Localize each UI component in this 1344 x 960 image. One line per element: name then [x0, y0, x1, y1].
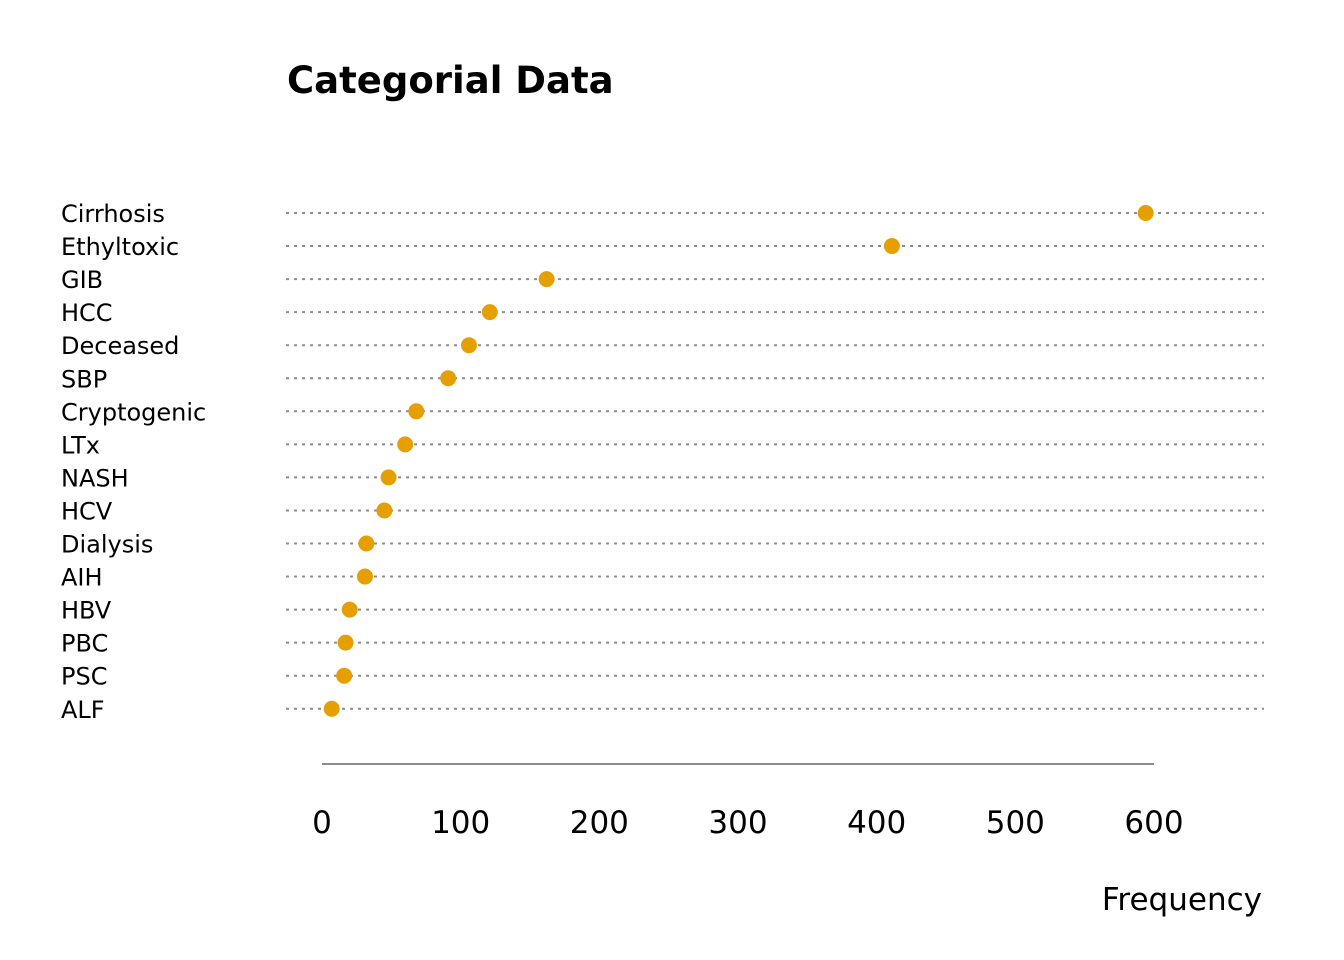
data-point	[481, 304, 498, 321]
data-point	[397, 436, 414, 453]
x-axis-title: Frequency	[1102, 882, 1262, 918]
category-label: PSC	[61, 663, 107, 691]
category-label: LTx	[61, 431, 100, 459]
data-point	[376, 502, 393, 519]
x-axis-ticks: 0 100 200 300 400 500 600	[312, 805, 1183, 841]
data-point	[336, 667, 353, 684]
category-label: ALF	[61, 696, 105, 724]
category-label: Cryptogenic	[61, 398, 206, 426]
data-point	[341, 601, 358, 618]
x-tick-label: 500	[986, 805, 1045, 841]
data-point	[883, 238, 900, 255]
data-point	[408, 403, 425, 420]
x-tick-label: 600	[1124, 805, 1183, 841]
category-label: Ethyltoxic	[61, 233, 179, 261]
chart-title: Categorial Data	[287, 59, 614, 102]
category-label: PBC	[61, 630, 108, 658]
x-tick-label: 0	[312, 805, 332, 841]
data-point	[323, 700, 340, 717]
category-label: SBP	[61, 365, 107, 393]
category-label: GIB	[61, 266, 103, 294]
data-point	[380, 469, 397, 486]
x-tick-label: 200	[570, 805, 629, 841]
category-label: HCV	[61, 497, 113, 525]
category-rows: Cirrhosis Ethyltoxic GIB HCC Deceased SBP Cryp…	[61, 200, 1264, 724]
x-tick-label: 300	[708, 805, 767, 841]
data-point	[337, 634, 354, 651]
category-label: AIH	[61, 564, 103, 592]
category-label: Dialysis	[61, 531, 153, 559]
category-label: NASH	[61, 464, 129, 492]
data-point	[356, 568, 373, 585]
category-label: HCC	[61, 299, 113, 327]
data-point	[440, 370, 457, 387]
data-point	[358, 535, 375, 552]
category-label: HBV	[61, 597, 112, 625]
data-point	[538, 271, 555, 288]
x-tick-label: 100	[431, 805, 490, 841]
category-label: Cirrhosis	[61, 200, 165, 228]
x-tick-label: 400	[847, 805, 906, 841]
data-point	[460, 337, 477, 354]
category-label: Deceased	[61, 332, 179, 360]
data-point	[1137, 205, 1154, 221]
